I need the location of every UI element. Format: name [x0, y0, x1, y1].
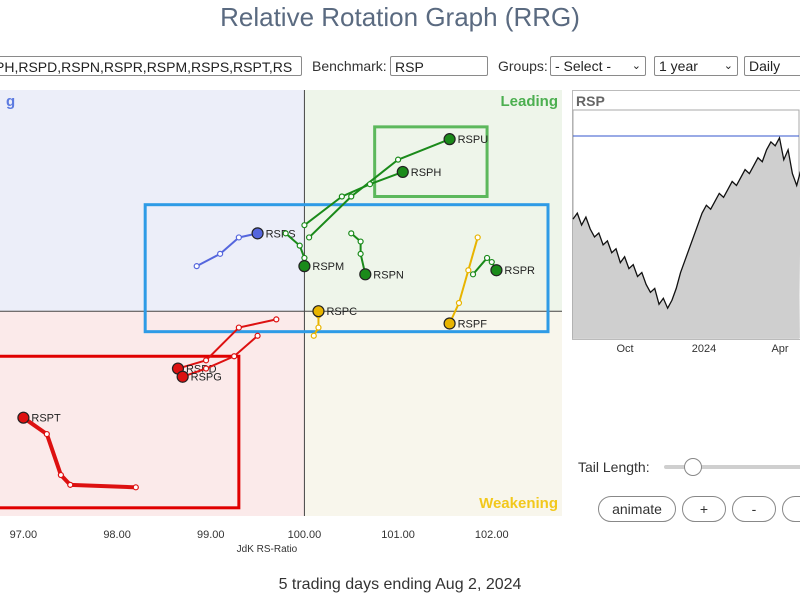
price-x-tick-label: Apr — [771, 343, 788, 355]
x-tick-label: 101.00 — [381, 529, 415, 541]
zoom-out-button[interactable]: - — [732, 496, 776, 522]
symbols-input[interactable]: PH,RSPD,RSPN,RSPR,RSPM,RSPS,RSPT,RS — [0, 56, 302, 76]
price-x-tick-label: Oct — [616, 343, 633, 355]
x-tick-label: 100.00 — [288, 529, 322, 541]
period-select[interactable]: 1 year ⌄ — [654, 56, 738, 76]
groups-label: Groups: — [498, 58, 548, 74]
price-x-tick-label: 2024 — [692, 343, 716, 355]
tail-length-label: Tail Length: — [578, 459, 650, 475]
date-range-footer: 5 trading days ending Aug 2, 2024 — [278, 576, 522, 593]
tail-length-slider-track[interactable] — [664, 465, 800, 469]
animate-button[interactable]: animate — [598, 496, 676, 522]
frequency-select-value: Daily — [749, 58, 781, 74]
price-chart-frame — [572, 90, 800, 340]
fullscreen-button[interactable]: f — [782, 496, 800, 522]
benchmark-input[interactable]: RSP — [390, 56, 488, 76]
rrg-chart-frame — [0, 90, 562, 516]
zoom-in-button[interactable]: + — [682, 496, 726, 522]
x-tick-label: 99.00 — [197, 529, 225, 541]
tail-length-slider-thumb[interactable] — [684, 458, 702, 476]
chevron-down-icon: ⌄ — [723, 60, 733, 72]
benchmark-label: Benchmark: — [312, 58, 387, 74]
chevron-down-icon: ⌄ — [631, 60, 641, 72]
groups-select-value: - Select - — [555, 58, 612, 74]
groups-select[interactable]: - Select - ⌄ — [550, 56, 646, 76]
period-select-value: 1 year — [659, 58, 698, 74]
x-axis-label: JdK RS-Ratio — [237, 544, 298, 555]
x-tick-label: 102.00 — [475, 529, 509, 541]
toolbar: PH,RSPD,RSPN,RSPR,RSPM,RSPS,RSPT,RS Benc… — [0, 56, 800, 80]
x-tick-label: 98.00 — [103, 529, 131, 541]
frequency-select[interactable]: Daily — [744, 56, 800, 76]
x-tick-label: 97.00 — [10, 529, 38, 541]
page-title: Relative Rotation Graph (RRG) — [220, 2, 580, 32]
